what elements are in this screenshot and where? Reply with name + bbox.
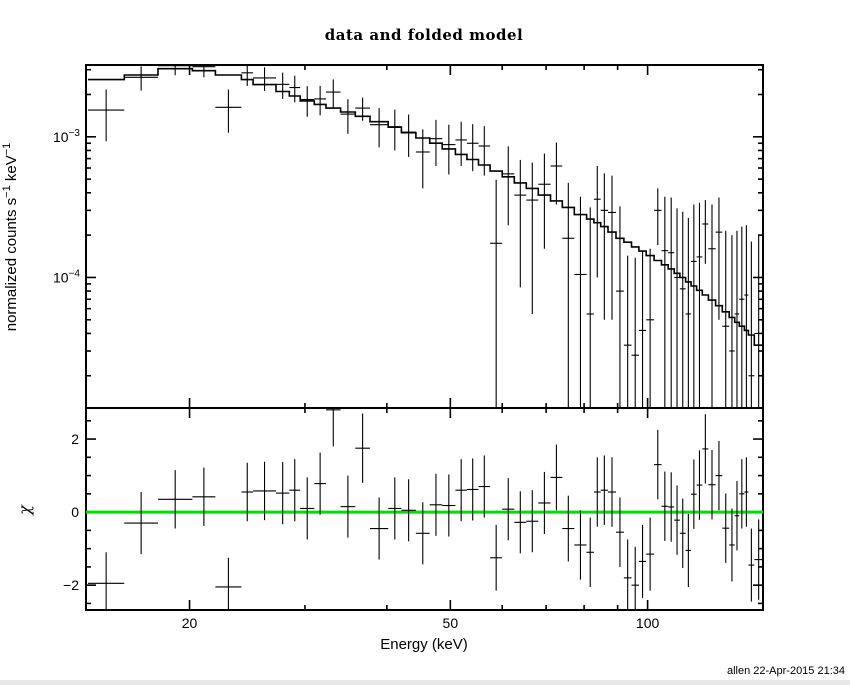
plot-title: data and folded model [325, 26, 523, 44]
model-histogram [88, 67, 763, 346]
residuals-frame [85, 407, 764, 611]
model-step-line [88, 67, 763, 346]
timestamp: allen 22-Apr-2015 21:34 [727, 665, 845, 677]
y-axis-label: normalized counts s−1 keV−1 [1, 143, 20, 332]
x-tick-label: 100 [636, 615, 660, 631]
counts-axis-label: normalized counts s−1 keV−1 [1, 143, 20, 332]
x-tick-label: 50 [443, 615, 459, 631]
y-tick-label: −2 [63, 577, 79, 593]
chi-axis-label: χ [15, 504, 34, 516]
residual-points [88, 408, 763, 610]
axis-ticks [86, 65, 763, 610]
y-tick-label: 2 [71, 431, 79, 447]
y-tick-label: 10−3 [53, 128, 80, 145]
spectrum-frame [85, 64, 764, 409]
plot-frame [85, 64, 764, 611]
y-tick-label: 0 [71, 504, 79, 520]
data-points [88, 65, 763, 408]
y-tick-label: 10−4 [53, 268, 80, 285]
x-tick-label: 20 [182, 615, 198, 631]
x-axis-label: Energy (keV) [380, 636, 468, 653]
